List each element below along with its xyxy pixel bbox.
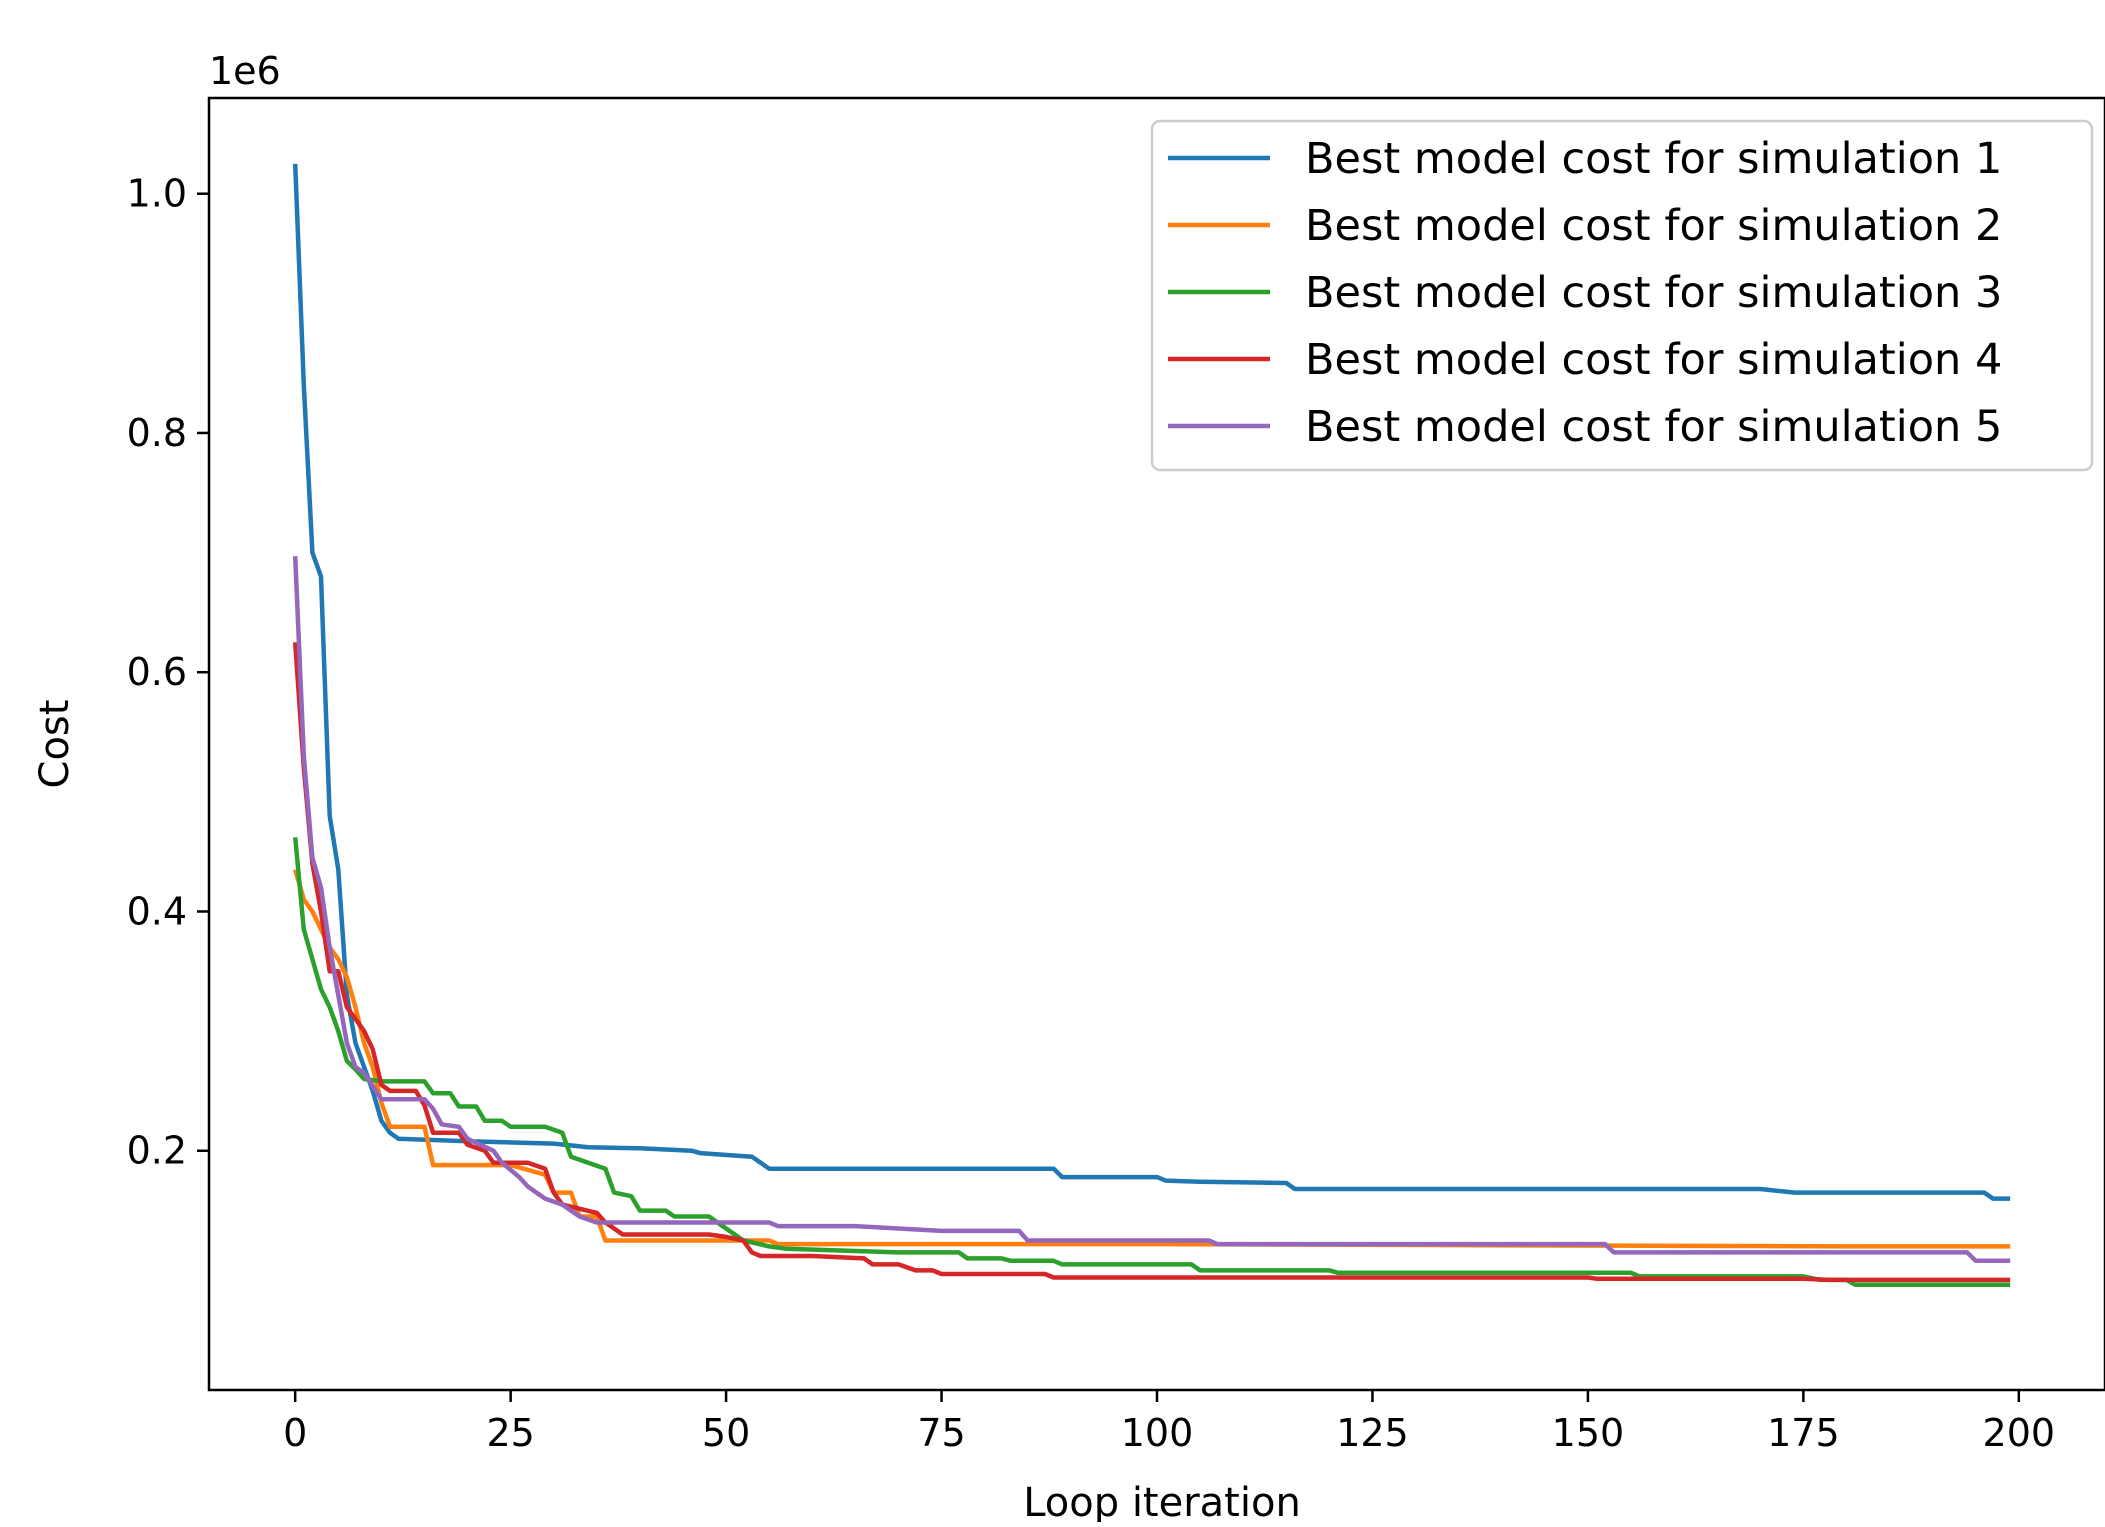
- x-tick-label: 75: [917, 1411, 965, 1455]
- legend-label-1: Best model cost for simulation 1: [1305, 134, 2002, 184]
- legend-box: [1150, 119, 2094, 472]
- y-tick-label: 0.4: [127, 889, 187, 933]
- x-tick-label: 0: [283, 1411, 307, 1455]
- legend-label-4: Best model cost for simulation 4: [1305, 335, 2002, 385]
- legend-label-3: Best model cost for simulation 3: [1305, 268, 2002, 318]
- x-tick-label: 200: [1983, 1411, 2056, 1455]
- y-tick-label: 0.2: [127, 1129, 187, 1173]
- y-tick-label: 0.6: [127, 650, 187, 694]
- x-tick-label: 25: [486, 1411, 534, 1455]
- x-tick-label: 175: [1767, 1411, 1840, 1455]
- series-line-5: [292, 556, 2011, 1264]
- legend-label-5: Best model cost for simulation 5: [1305, 402, 2002, 452]
- x-tick-label: 150: [1552, 1411, 1625, 1455]
- legend: Best model cost for simulation 1 Best mod…: [1150, 119, 2094, 472]
- y-axis-offset-label: 1e6: [209, 49, 281, 93]
- y-tick-label: 0.8: [127, 411, 187, 455]
- legend-label-2: Best model cost for simulation 2: [1305, 201, 2002, 251]
- y-axis: 0.2 0.4 0.6 0.8 1.0: [127, 172, 209, 1173]
- series-line-4: [292, 642, 2011, 1283]
- x-tick-label: 50: [702, 1411, 750, 1455]
- x-axis-title: Loop iteration: [1023, 1480, 1301, 1522]
- y-tick-label: 1.0: [127, 172, 187, 216]
- x-tick-label: 125: [1336, 1411, 1409, 1455]
- series-line-1: [292, 163, 2011, 1201]
- x-axis: 0 25 50 75 100 125 150 175 200: [283, 1390, 2055, 1455]
- series-layer: [292, 163, 2011, 1287]
- x-tick-label: 100: [1121, 1411, 1194, 1455]
- y-axis-title: Cost: [32, 700, 78, 789]
